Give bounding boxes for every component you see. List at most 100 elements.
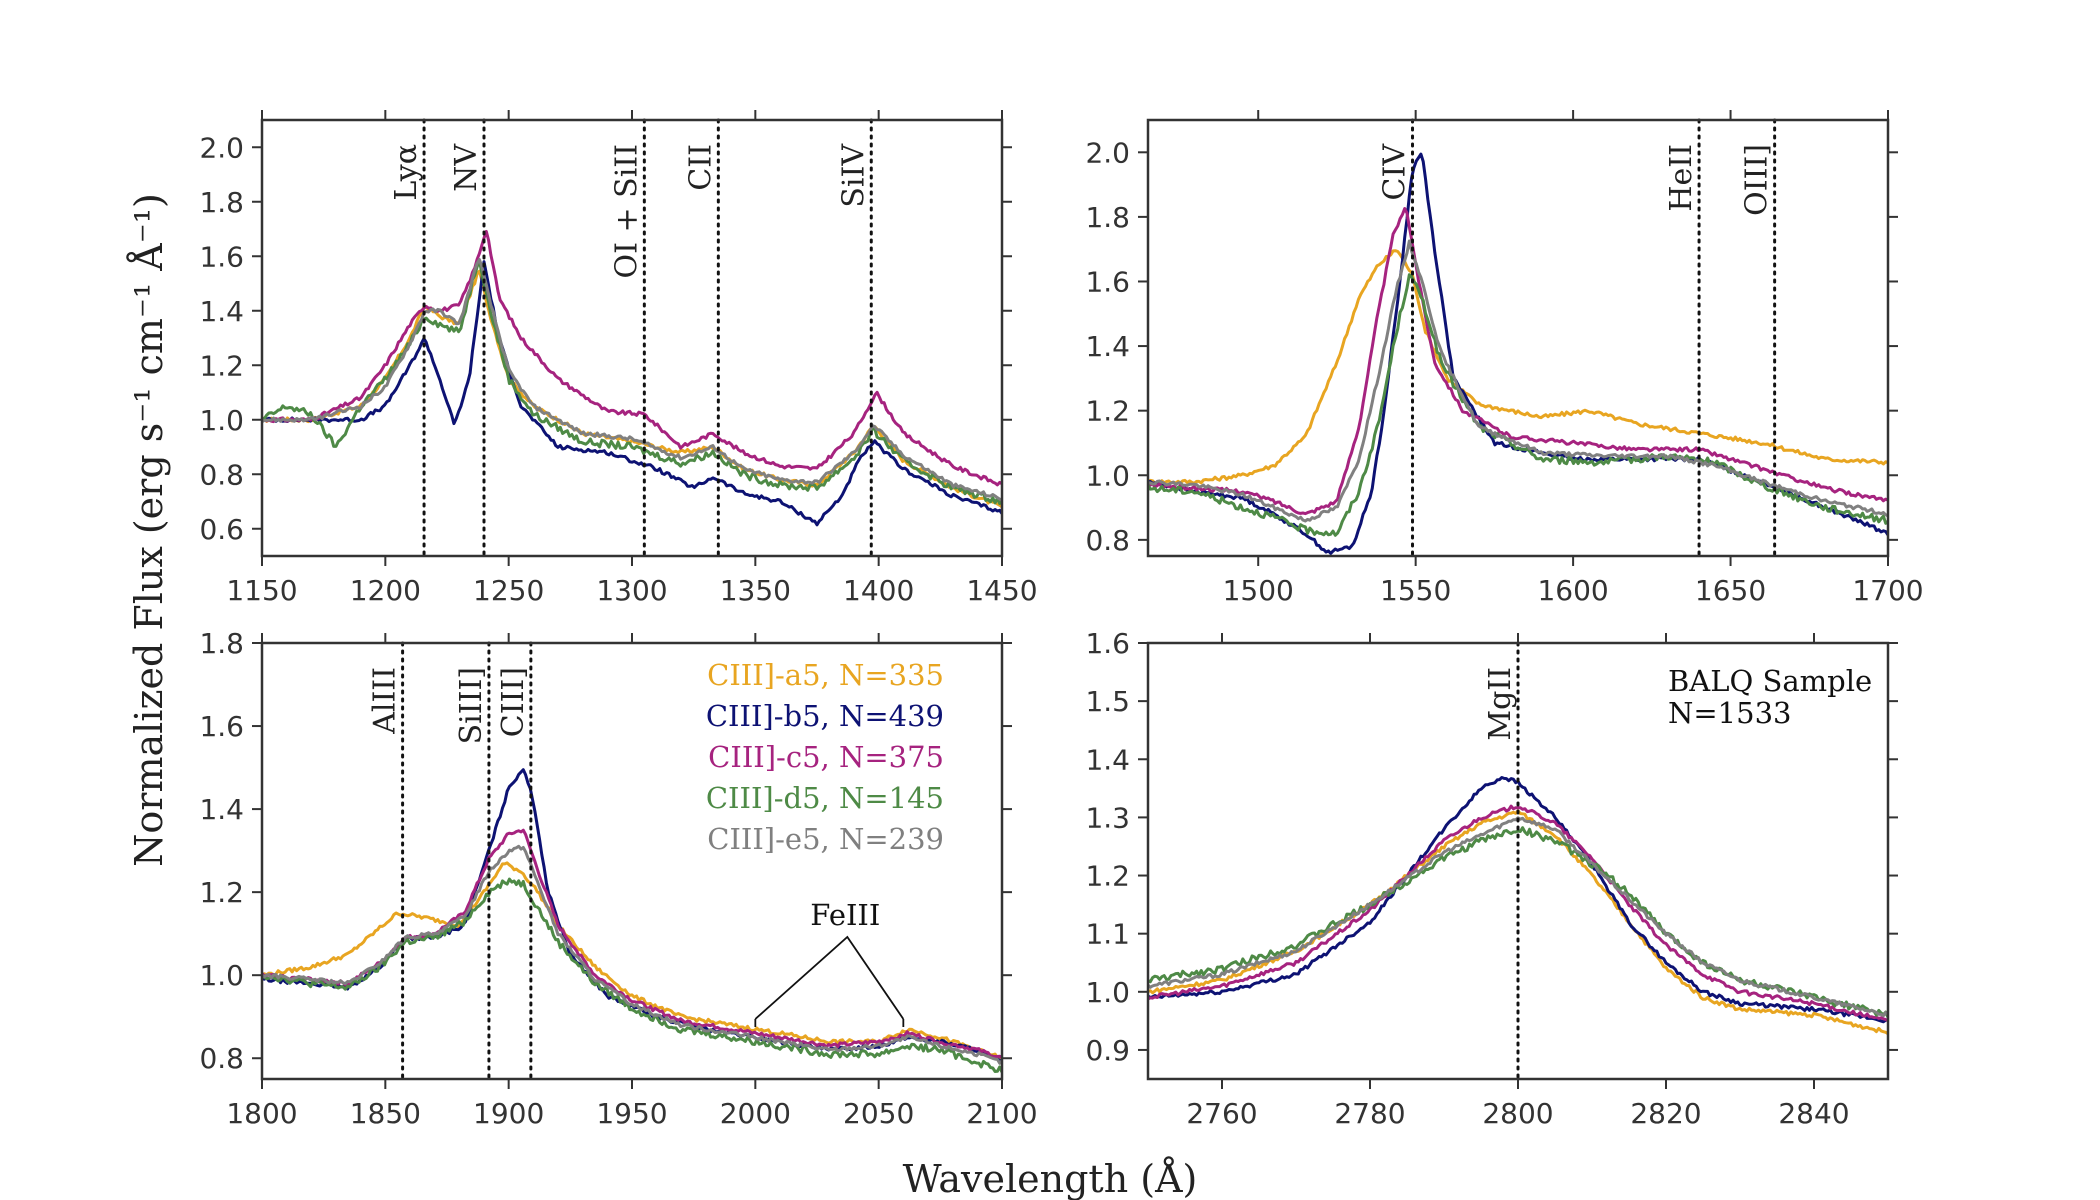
emission-line-label: CIII]	[496, 667, 531, 737]
series-line-3	[262, 229, 1002, 487]
y-tick-label: 1.8	[1085, 201, 1130, 234]
y-tick-label: 1.2	[199, 876, 244, 909]
x-tick-label: 2760	[1186, 1097, 1257, 1130]
x-tick-label: 2050	[843, 1097, 914, 1130]
panel-p3: AlIII SiIII] CIII] 1800 1850 1900 1950 2000 2050…	[199, 627, 1037, 1130]
emission-line-label: SiIV	[836, 143, 871, 208]
y-tick-label: 0.8	[1085, 524, 1130, 557]
y-tick-label: 2.0	[1085, 136, 1130, 169]
series-line-1	[1148, 249, 1888, 485]
x-tick-label: 1700	[1852, 574, 1923, 607]
x-tick-label: 1800	[226, 1097, 297, 1130]
x-axis-title: Wavelength (Å)	[903, 1157, 1198, 1200]
feiii-annotation-label: FeIII	[810, 898, 880, 932]
emission-line-label: SiIII]	[454, 667, 489, 744]
series-group	[1148, 152, 1888, 555]
series-line-4	[262, 877, 1002, 1073]
y-tick-label: 0.8	[199, 1042, 244, 1075]
emission-line-label: HeII	[1664, 144, 1699, 212]
plot-frame	[1146, 118, 1890, 558]
x-tick-label: 1550	[1380, 574, 1451, 607]
legend-entry: CIII]-a5, N=335	[707, 658, 944, 692]
sample-note: BALQ Sample	[1668, 664, 1872, 698]
series-line-5	[1148, 239, 1888, 523]
emission-line-label: CIV	[1378, 143, 1413, 201]
x-tick-label: 1250	[473, 574, 544, 607]
x-tick-label: 2100	[966, 1097, 1037, 1130]
series-line-3	[262, 828, 1002, 1060]
series-line-5	[262, 258, 1002, 502]
series-line-3	[1148, 207, 1888, 516]
x-tick-label: 1900	[473, 1097, 544, 1130]
y-tick-label: 2.0	[199, 131, 244, 164]
y-tick-label: 1.4	[199, 793, 244, 826]
x-tick-label: 1300	[596, 574, 667, 607]
legend-entry: CIII]-e5, N=239	[707, 822, 944, 856]
x-tick-label: 1150	[226, 574, 297, 607]
y-tick-label: 1.3	[1085, 801, 1130, 834]
x-tick-label: 1200	[350, 574, 421, 607]
y-tick-label: 1.4	[199, 295, 244, 328]
x-tick-label: 1350	[720, 574, 791, 607]
y-tick-label: 0.8	[199, 458, 244, 491]
y-tick-label: 1.5	[1085, 685, 1130, 718]
emission-line-label: AlIII	[368, 667, 403, 735]
x-tick-label: 2780	[1334, 1097, 1405, 1130]
x-tick-label: 1400	[843, 574, 914, 607]
y-axis-title: Normalized Flux (erg s⁻¹ cm⁻¹ Å⁻¹)	[127, 193, 171, 867]
series-line-1	[262, 861, 1002, 1061]
sample-note: N=1533	[1668, 696, 1791, 730]
feiii-annotation-bracket	[754, 935, 905, 1020]
y-tick-label: 1.1	[1085, 918, 1130, 951]
emission-line-label: Lyα	[389, 144, 424, 201]
y-tick-label: 0.9	[1085, 1034, 1130, 1067]
y-tick-label: 0.6	[199, 513, 244, 546]
x-tick-label: 1500	[1223, 574, 1294, 607]
x-tick-label: 2800	[1482, 1097, 1553, 1130]
series-line-1	[262, 269, 1002, 509]
x-tick-label: 2840	[1778, 1097, 1849, 1130]
x-tick-label: 2820	[1630, 1097, 1701, 1130]
y-tick-label: 1.6	[1085, 627, 1130, 660]
x-tick-label: 1600	[1537, 574, 1608, 607]
y-tick-label: 1.2	[199, 349, 244, 382]
y-tick-label: 1.6	[199, 240, 244, 273]
panel-p4: MgII 2760 2780 2800 2820 2840 0.9 1.0 1.1 1.2 1.3 1…	[1085, 627, 1898, 1130]
emission-line-label: CII	[683, 144, 718, 191]
y-tick-label: 1.0	[199, 959, 244, 992]
series-line-5	[262, 844, 1002, 1065]
x-tick-label: 1850	[350, 1097, 421, 1130]
legend-entry: CIII]-d5, N=145	[706, 781, 944, 815]
series-line-4	[1148, 273, 1888, 537]
legend-entry: CIII]-b5, N=439	[706, 699, 944, 733]
y-tick-label: 1.8	[199, 186, 244, 219]
x-tick-label: 1650	[1695, 574, 1766, 607]
emission-line-label: OI + SiII	[609, 144, 644, 279]
y-tick-label: 1.0	[1085, 459, 1130, 492]
y-tick-label: 1.0	[1085, 976, 1130, 1009]
series-line-4	[262, 259, 1002, 505]
series-line-3	[1148, 804, 1888, 1023]
emission-line-label: OIII]	[1740, 144, 1775, 216]
series-group	[262, 229, 1002, 527]
y-tick-label: 1.6	[1085, 265, 1130, 298]
panels: Lyα NV OI + SiII CII SiIV 1150 1200 1250 1300 135…	[199, 110, 1924, 1130]
panel-p2: CIV HeII OIII] 1500 1550 1600 1650 1700 0.8 1.0 1.…	[1085, 110, 1924, 607]
y-tick-label: 1.8	[199, 627, 244, 660]
y-tick-label: 1.0	[199, 404, 244, 437]
series-line-4	[1148, 826, 1888, 1018]
y-tick-label: 1.4	[1085, 330, 1130, 363]
y-tick-label: 1.6	[199, 710, 244, 743]
emission-line-label: MgII	[1483, 667, 1518, 741]
y-tick-label: 1.4	[1085, 743, 1130, 776]
x-tick-label: 1450	[966, 574, 1037, 607]
x-tick-label: 1950	[596, 1097, 667, 1130]
y-tick-label: 1.2	[1085, 860, 1130, 893]
legend-entry: CIII]-c5, N=375	[708, 740, 944, 774]
x-tick-label: 2000	[720, 1097, 791, 1130]
emission-line-label: NV	[449, 143, 484, 192]
series-line-2	[262, 260, 1002, 527]
panel-p1: Lyα NV OI + SiII CII SiIV 1150 1200 1250 1300 135…	[199, 110, 1038, 607]
series-group	[262, 768, 1002, 1073]
